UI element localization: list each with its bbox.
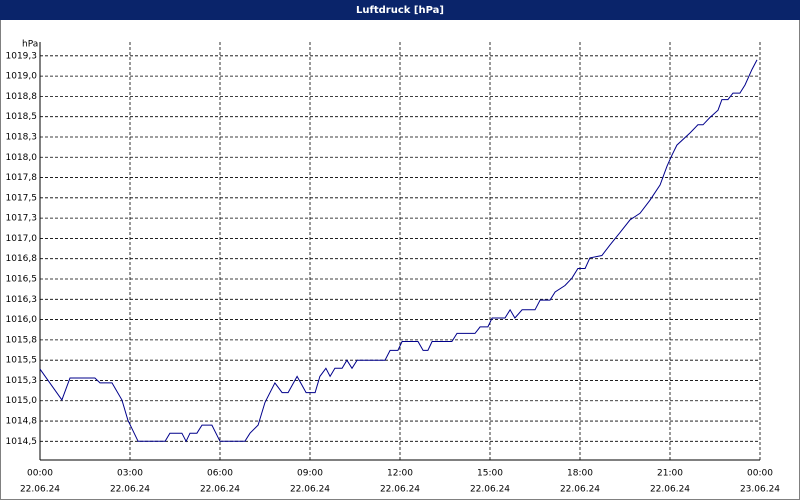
y-tick-label: 1017,5 (6, 193, 38, 203)
x-tick-label: 09:00 (297, 469, 323, 479)
x-tick-label: 12:00 (387, 469, 413, 479)
x-tick-date: 22.06.24 (470, 485, 510, 495)
y-tick-label: 1019,3 (6, 51, 38, 61)
y-tick-label: 1018,3 (6, 132, 38, 142)
data-line (39, 59, 758, 443)
y-tick-label: 1017,8 (6, 173, 38, 183)
y-tick-label: 1018,5 (6, 112, 38, 122)
x-tick-date: 22.06.24 (20, 485, 60, 495)
x-tick-label: 21:00 (657, 469, 683, 479)
y-tick-label: 1015,3 (6, 376, 38, 386)
x-tick-label: 06:00 (207, 469, 233, 479)
y-tick-label: 1014,5 (6, 437, 38, 447)
y-tick-label: 1018,0 (6, 153, 38, 163)
x-tick-date: 22.06.24 (110, 485, 150, 495)
x-tick-date: 22.06.24 (200, 485, 240, 495)
x-tick-label: 03:00 (117, 469, 143, 479)
y-tick-label: 1017,0 (6, 234, 38, 244)
x-tick-date: 22.06.24 (650, 485, 690, 495)
x-tick-label: 18:00 (567, 469, 593, 479)
chart-title: Luftdruck [hPa] (356, 5, 444, 16)
y-tick-label: 1017,3 (6, 214, 38, 224)
x-tick-label: 15:00 (477, 469, 503, 479)
y-tick-label: 1018,8 (6, 92, 38, 102)
y-tick-label: 1016,5 (6, 275, 38, 285)
x-tick-label: 00:00 (747, 469, 773, 479)
y-tick-label: 1016,0 (6, 315, 38, 325)
y-tick-label: 1015,8 (6, 335, 38, 345)
x-tick-date: 22.06.24 (290, 485, 330, 495)
y-tick-label: 1016,3 (6, 295, 38, 305)
y-tick-label: 1019,0 (6, 72, 38, 82)
x-tick-date: 22.06.24 (380, 485, 420, 495)
y-tick-label: 1014,8 (6, 417, 38, 427)
y-unit: hPa (22, 40, 38, 50)
y-tick-label: 1015,0 (6, 396, 38, 406)
x-tick-date: 23.06.24 (740, 485, 780, 495)
x-tick-date: 22.06.24 (560, 485, 600, 495)
y-tick-label: 1016,8 (6, 254, 38, 264)
x-tick-label: 00:00 (27, 469, 53, 479)
y-tick-label: 1015,5 (6, 356, 38, 366)
title-bar (0, 0, 800, 20)
